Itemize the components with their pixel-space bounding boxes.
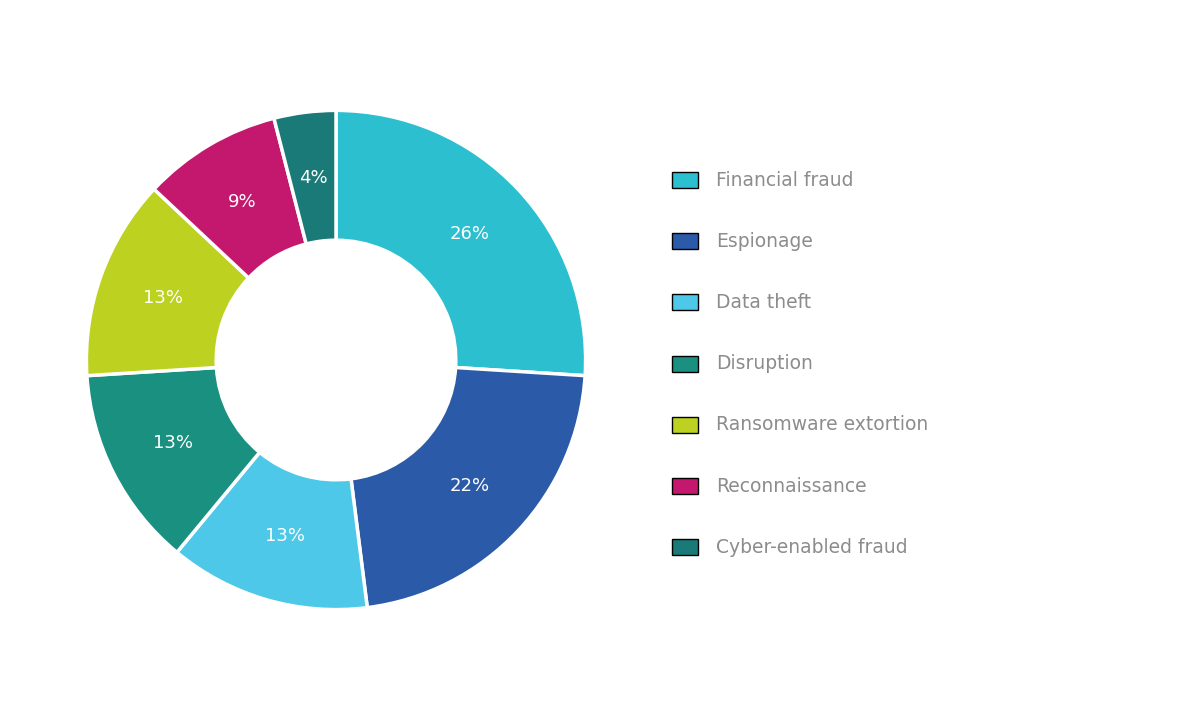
Text: 22%: 22%: [450, 477, 490, 495]
Text: Espionage: Espionage: [716, 232, 814, 251]
Text: 9%: 9%: [228, 193, 257, 211]
Wedge shape: [352, 367, 586, 608]
Text: 26%: 26%: [450, 225, 490, 243]
Text: Cyber-enabled fraud: Cyber-enabled fraud: [716, 538, 908, 557]
Text: 13%: 13%: [143, 289, 184, 307]
Text: Financial fraud: Financial fraud: [716, 171, 854, 189]
Text: 4%: 4%: [299, 169, 328, 187]
Text: Data theft: Data theft: [716, 293, 811, 312]
Wedge shape: [86, 367, 259, 552]
Text: 13%: 13%: [265, 527, 305, 545]
Text: Ransomware extortion: Ransomware extortion: [716, 415, 929, 434]
Wedge shape: [86, 189, 248, 376]
Text: 13%: 13%: [152, 434, 192, 452]
Wedge shape: [274, 110, 336, 244]
Wedge shape: [154, 118, 306, 278]
Text: Disruption: Disruption: [716, 354, 814, 373]
Wedge shape: [176, 452, 367, 610]
Text: Reconnaissance: Reconnaissance: [716, 477, 868, 495]
Wedge shape: [336, 110, 586, 376]
